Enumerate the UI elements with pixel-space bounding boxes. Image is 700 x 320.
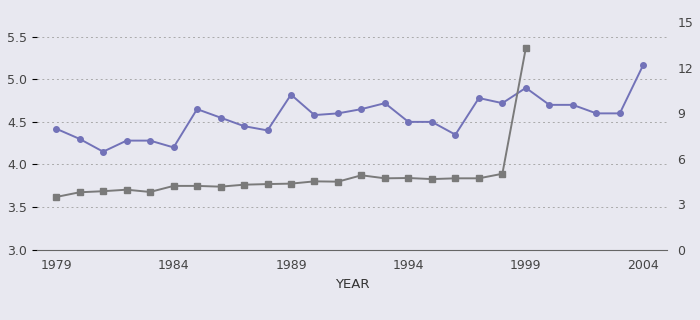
X-axis label: YEAR: YEAR [335, 278, 370, 291]
